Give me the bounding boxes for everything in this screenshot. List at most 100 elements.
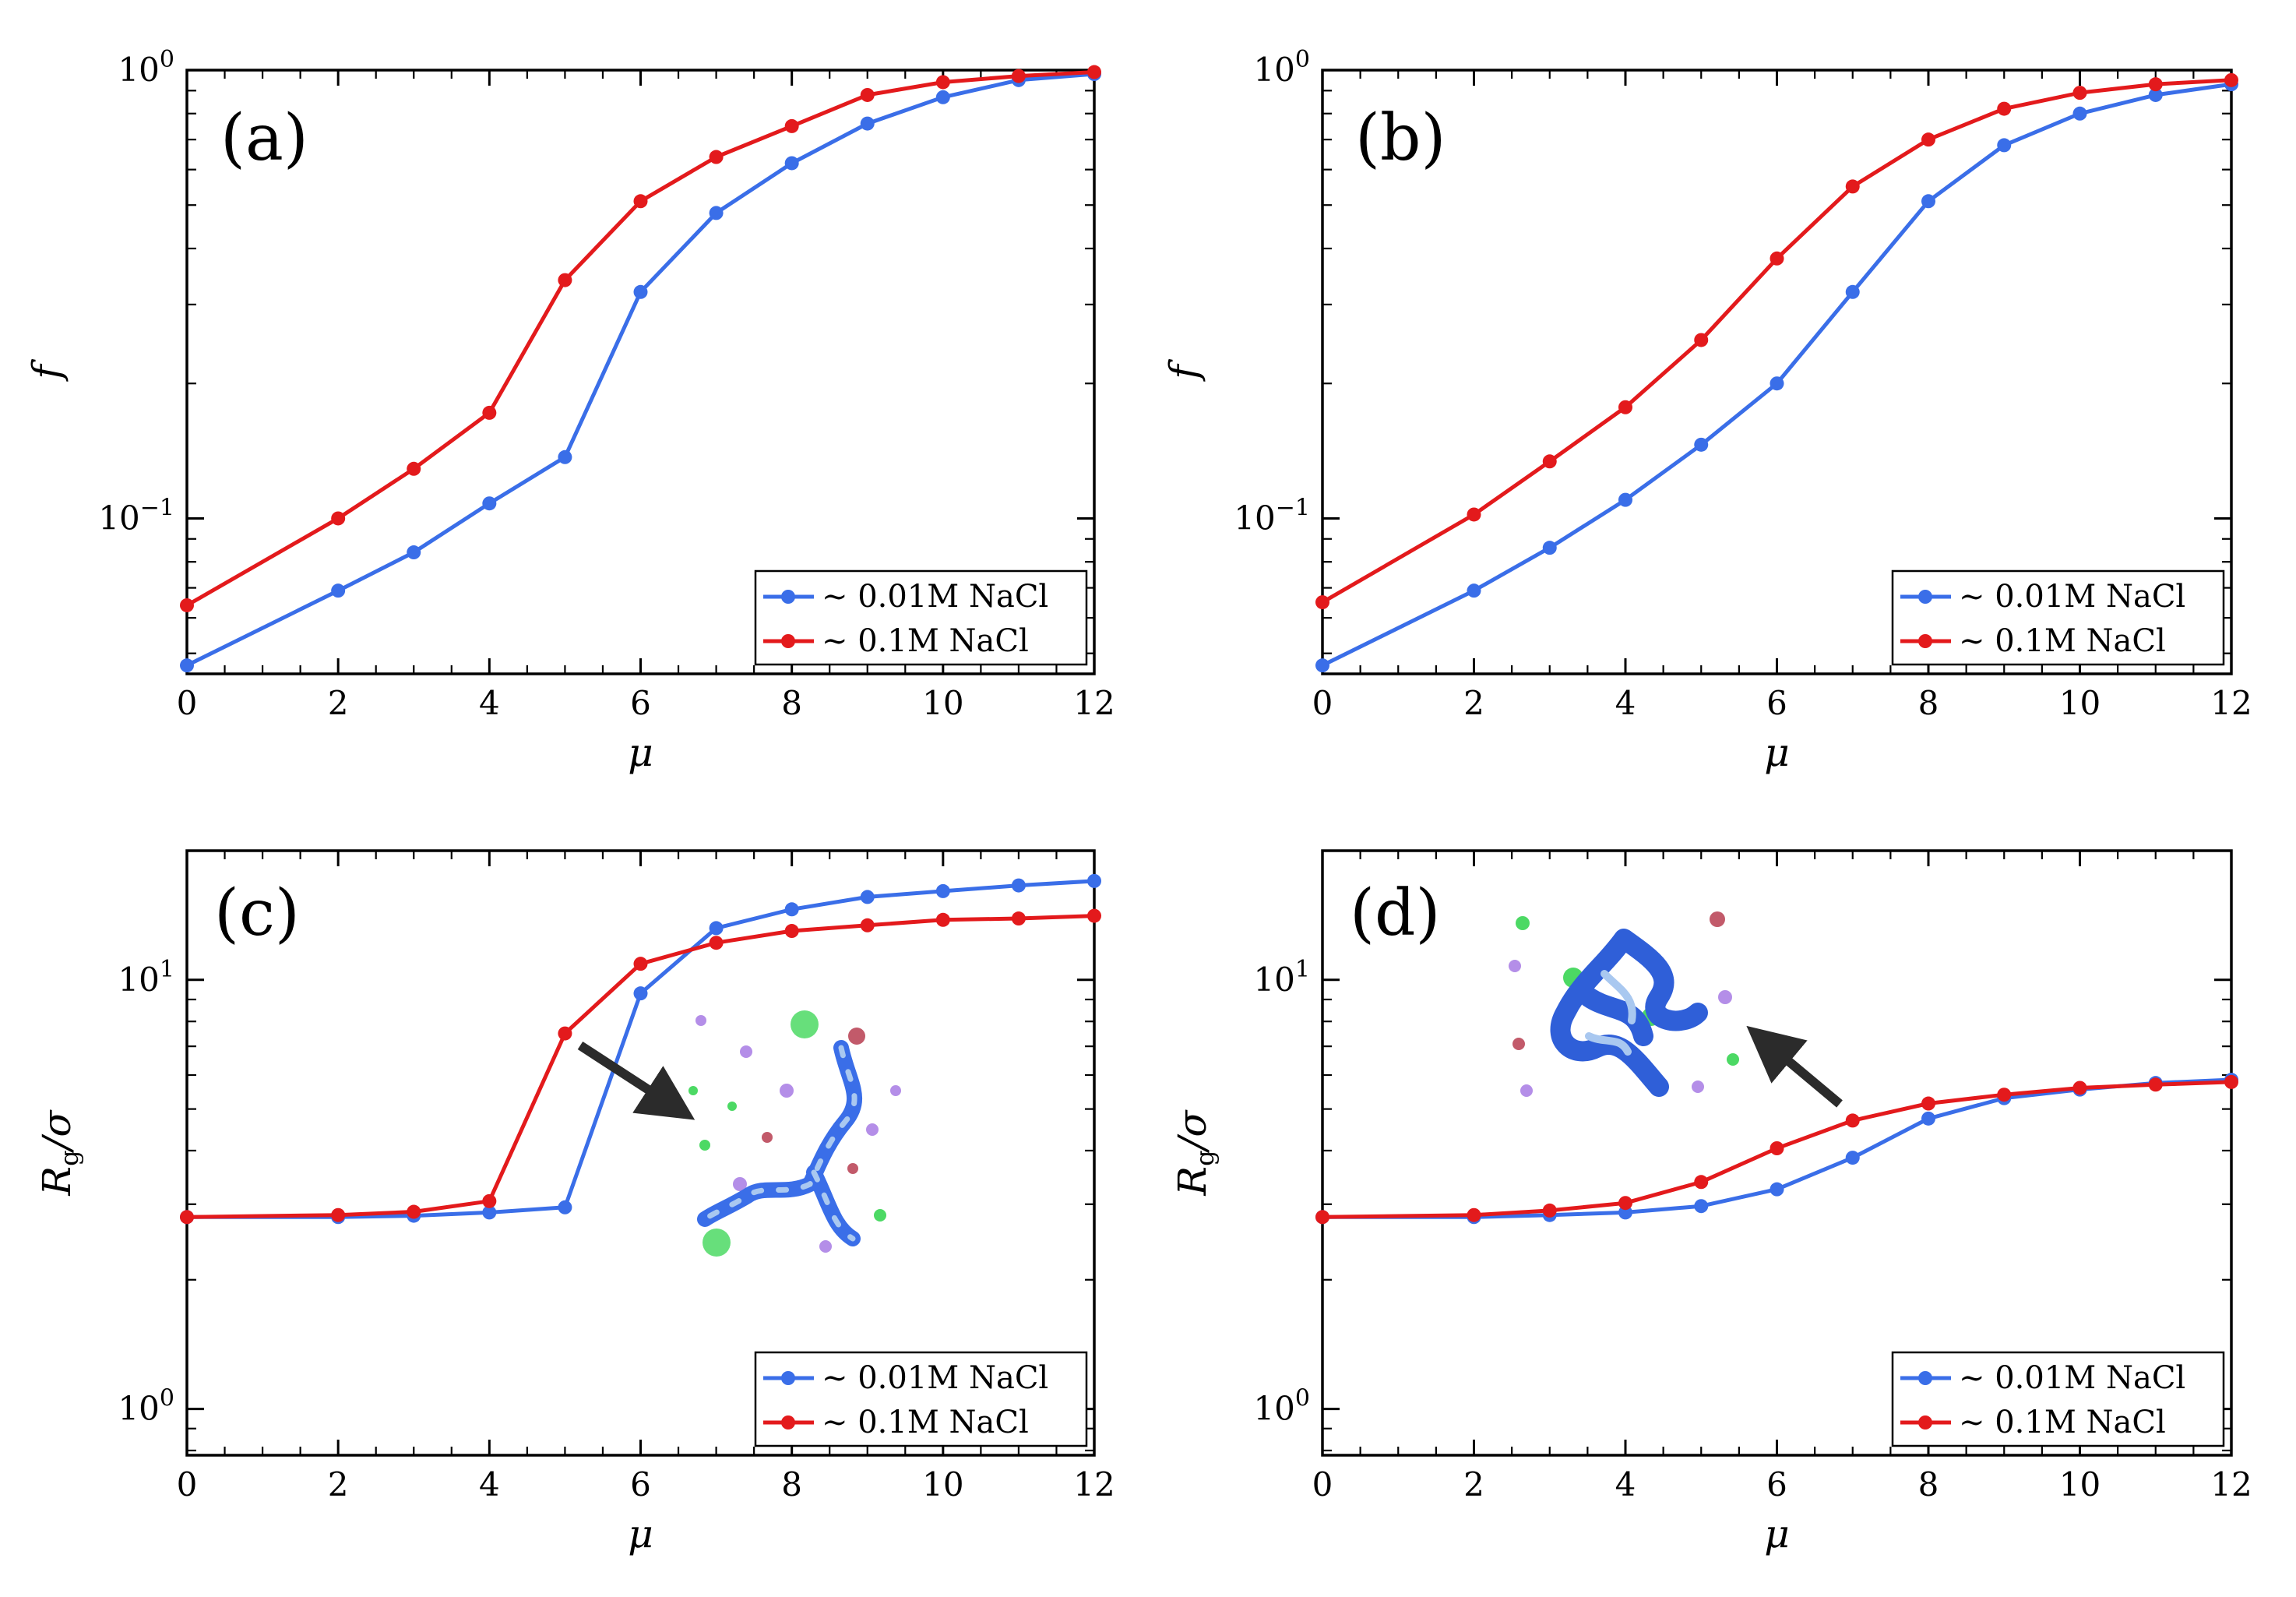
- series-low-salt: [1315, 77, 2238, 673]
- data-point: [633, 194, 648, 209]
- x-tick-label: 2: [1463, 684, 1484, 722]
- chart-d: 0 2 4 6 8 10 12 100 101 μ Rg/σ ∼ 0.01M NaCl ∼ 0.1M N…: [1170, 849, 2252, 1556]
- data-point: [633, 957, 648, 971]
- data-point: [2148, 1077, 2163, 1092]
- series-high-salt: [180, 908, 1101, 1225]
- legend-label: ∼ 0.1M NaCl: [1959, 623, 2166, 659]
- y-tick-label: 10−1: [98, 494, 174, 537]
- inset-snapshot-extended-chain: [577, 1010, 901, 1257]
- data-point: [1011, 878, 1026, 893]
- x-tick-label: 8: [781, 1465, 802, 1504]
- x-tick-label: 4: [1615, 1465, 1636, 1504]
- data-point: [2072, 86, 2087, 100]
- data-point: [709, 921, 724, 936]
- legend-marker: [1918, 634, 1932, 648]
- x-tick-label: 8: [781, 684, 802, 722]
- x-tick-label: 10: [922, 1465, 963, 1504]
- data-point: [2224, 72, 2238, 87]
- x-tick-label: 0: [1312, 1465, 1333, 1504]
- data-point: [1694, 437, 1709, 452]
- legend: ∼ 0.01M NaCl ∼ 0.1M NaCl: [1891, 569, 2225, 666]
- data-point: [2224, 1074, 2238, 1089]
- chart-a: 0 2 4 6 8 10 12 10−1 100 μ f ∼ 0.01M NaCl ∼ 0.1M NaC…: [24, 46, 1115, 775]
- panel-b: (b): [1355, 101, 1446, 175]
- y-tick-label: 100: [1253, 46, 1310, 89]
- data-point: [1770, 376, 1784, 391]
- data-point: [1467, 1207, 1481, 1222]
- data-point: [1770, 1182, 1784, 1197]
- data-point: [1542, 541, 1557, 555]
- x-axis-label: μ: [628, 730, 653, 775]
- y-tick-label: 100: [118, 46, 174, 89]
- y-axis-label: Rg/σ: [1170, 1109, 1220, 1197]
- x-tick-label: 8: [1918, 1465, 1939, 1504]
- legend-label: ∼ 0.1M NaCl: [822, 623, 1029, 659]
- data-point: [1542, 1203, 1557, 1218]
- data-point: [633, 284, 648, 299]
- data-point: [1087, 873, 1101, 888]
- x-tick-label: 12: [2210, 684, 2252, 722]
- data-point: [1694, 1199, 1709, 1214]
- legend-marker: [781, 590, 795, 604]
- data-point: [709, 206, 724, 220]
- series-line: [1321, 82, 2232, 668]
- arrow-icon: [1746, 1025, 1843, 1108]
- data-point: [2148, 77, 2163, 92]
- data-point: [784, 156, 799, 171]
- x-tick-label: 4: [479, 1465, 500, 1504]
- data-point: [1467, 507, 1481, 522]
- x-tick-label: 6: [1766, 684, 1787, 722]
- data-point: [633, 986, 648, 1001]
- y-tick-label: 101: [1253, 956, 1310, 999]
- panel-a: (a): [220, 101, 308, 175]
- panel-a-tag: (a): [220, 101, 308, 175]
- legend-marker: [781, 634, 795, 648]
- data-point: [1087, 908, 1101, 923]
- data-point: [180, 1210, 194, 1225]
- data-point: [558, 1026, 572, 1041]
- legend-frame: [1891, 569, 2225, 666]
- data-point: [482, 1193, 497, 1208]
- legend: ∼ 0.01M NaCl ∼ 0.1M NaCl: [1891, 1351, 2225, 1447]
- data-point: [1618, 492, 1632, 507]
- data-point: [860, 87, 875, 102]
- series-low-salt: [180, 873, 1101, 1225]
- data-point: [1011, 69, 1026, 83]
- x-tick-label: 6: [1766, 1465, 1787, 1504]
- data-point: [2072, 1081, 2087, 1095]
- data-point: [482, 1205, 497, 1220]
- x-tick-label: 12: [2210, 1465, 2252, 1504]
- data-point: [1315, 1210, 1329, 1225]
- x-tick-label: 4: [1615, 684, 1636, 722]
- data-point: [860, 918, 875, 932]
- data-point: [1845, 284, 1860, 299]
- x-axis-label: μ: [628, 1511, 653, 1556]
- legend-marker: [781, 1415, 795, 1430]
- legend-label: ∼ 0.01M NaCl: [1959, 579, 2185, 615]
- x-tick-label: 0: [177, 1465, 198, 1504]
- data-point: [935, 912, 950, 927]
- legend-marker: [1918, 1371, 1932, 1385]
- x-tick-label: 10: [2059, 1465, 2101, 1504]
- data-point: [860, 890, 875, 904]
- data-point: [709, 936, 724, 950]
- legend-label: ∼ 0.01M NaCl: [822, 1360, 1048, 1396]
- data-point: [482, 496, 497, 511]
- data-point: [1694, 333, 1709, 347]
- x-tick-label: 12: [1073, 1465, 1115, 1504]
- data-point: [407, 1204, 421, 1219]
- y-tick-label: 100: [118, 1385, 174, 1428]
- data-point: [1997, 138, 2012, 153]
- legend-label: ∼ 0.1M NaCl: [1959, 1405, 2166, 1440]
- data-point: [784, 902, 799, 917]
- panel-b-tag: (b): [1355, 101, 1446, 175]
- y-tick-label: 101: [118, 956, 174, 999]
- data-point: [180, 598, 194, 612]
- data-point: [1467, 583, 1481, 598]
- legend: ∼ 0.01M NaCl ∼ 0.1M NaCl: [754, 569, 1088, 666]
- x-tick-label: 4: [479, 684, 500, 722]
- data-point: [1618, 1196, 1632, 1211]
- data-point: [784, 924, 799, 939]
- data-point: [1315, 595, 1329, 610]
- panel-c: (c): [214, 876, 300, 950]
